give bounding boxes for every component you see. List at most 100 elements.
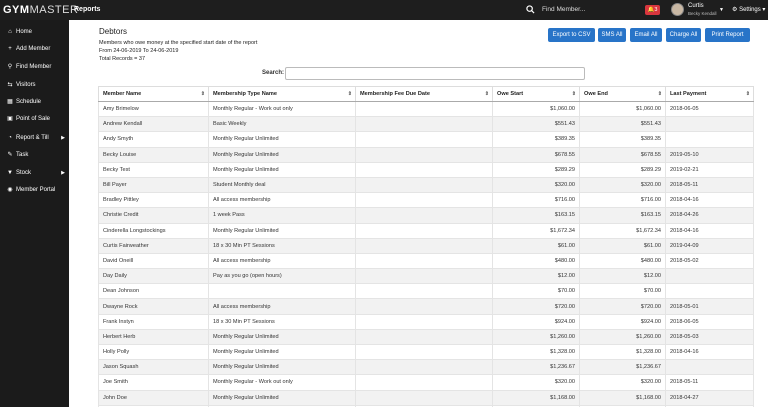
table-row[interactable]: Frank Instyn 18 x 30 Min PT Sessions $924.… [98, 313, 754, 330]
table-cell: $924.00 [492, 313, 580, 330]
table-row[interactable]: Amy Brimelow Monthly Regular - Work out o… [98, 100, 754, 118]
table-cell: $70.00 [492, 283, 580, 300]
print-report-button[interactable]: Print Report [705, 28, 750, 42]
sms-all-button[interactable]: SMS All [598, 28, 626, 42]
sidebar-item-stock[interactable]: ▼ Stock ▶ [0, 165, 69, 182]
chevron-down-icon[interactable]: ▼ [719, 7, 724, 13]
table-cell: 18 x 30 Min PT Sessions [208, 313, 356, 330]
charge-all-button[interactable]: Charge All [666, 28, 701, 42]
table-cell: $1,168.00 [492, 389, 580, 406]
table-row[interactable]: Andy Smyth Monthly Regular Unlimited $389.… [98, 131, 754, 148]
page-title: Debtors [99, 27, 128, 36]
sidebar-item-point-of-sale[interactable]: ▣ Point of Sale [0, 111, 69, 128]
table-row[interactable]: Bill Payer Student Monthly deal $320.00 $32… [98, 176, 754, 194]
chevron-down-icon: ▾ [762, 7, 766, 13]
table-search-input[interactable] [285, 67, 585, 80]
sidebar-item-home[interactable]: ⌂ Home [0, 24, 69, 41]
find-member-icon: ⚲ [7, 64, 13, 70]
user-club: Becky Kendall [688, 11, 717, 16]
table-cell [355, 176, 493, 194]
table-cell: $289.29 [579, 161, 666, 178]
search-icon[interactable] [526, 5, 535, 14]
table-cell: $720.00 [579, 298, 666, 315]
avatar[interactable] [671, 3, 684, 16]
table-cell: Holly Polly [98, 343, 209, 361]
report-description: Members who owe money at the specified s… [99, 40, 258, 46]
table-cell: Amy Brimelow [98, 100, 209, 118]
column-header[interactable]: Membership Type Name ⇕ [208, 86, 356, 102]
sort-icon: ⇕ [657, 91, 662, 97]
table-row[interactable]: Dean Johnson $70.00 $70.00 [98, 283, 754, 300]
table-row[interactable]: Curtis Fairweather 18 x 30 Min PT Session… [98, 237, 754, 254]
sidebar-item-report-till[interactable]: ◔ Report & Till ▶ [0, 130, 69, 147]
sidebar-item-member-portal[interactable]: ◉ Member Portal [0, 182, 69, 199]
table-cell: Becky Test [98, 161, 209, 178]
member-portal-icon: ◉ [7, 187, 13, 193]
table-cell: 2018-05-01 [665, 298, 754, 315]
column-header[interactable]: Membership Fee Due Date ⇕ [355, 86, 493, 102]
notification-badge[interactable]: 🔔3 [645, 5, 660, 15]
export-csv-button[interactable]: Export to CSV [548, 28, 595, 42]
table-cell: Jason Squash [98, 359, 209, 376]
email-all-button[interactable]: Email All [630, 28, 662, 42]
table-row[interactable]: Christie Credit 1 week Pass $163.15 $163.15… [98, 207, 754, 224]
table-cell [355, 359, 493, 376]
table-cell: Andy Smyth [98, 131, 209, 148]
sidebar-item-task[interactable]: ✎ Task [0, 147, 69, 164]
table-row[interactable]: Day Daily Pay as you go (open hours) $12.0… [98, 268, 754, 285]
find-member-search[interactable]: Find Member... [542, 6, 586, 13]
column-header[interactable]: Owe Start ⇕ [492, 86, 580, 102]
column-header[interactable]: Owe End ⇕ [579, 86, 666, 102]
sidebar: ⌂ Home + Add Member ⚲ Find Member ⇆ Visitors ▦ Sc… [0, 20, 69, 407]
table-row[interactable]: John Johnson4 Classes in every month$54.… [98, 404, 754, 407]
table-cell: All access membership [208, 192, 356, 209]
table-cell: 1 week Pass [208, 207, 356, 224]
sidebar-item-label: Member Portal [16, 187, 56, 193]
table-cell: $678.55 [492, 146, 580, 163]
table-cell: $320.00 [579, 176, 666, 194]
sidebar-item-schedule[interactable]: ▦ Schedule [0, 94, 69, 111]
settings-menu[interactable]: ⚙ Settings ▾ [732, 7, 766, 13]
column-header[interactable]: Member Name ⇕ [98, 86, 209, 102]
table-row[interactable]: David Oneill All access membership $480.00… [98, 252, 754, 270]
table-cell: 2018-05-11 [665, 176, 754, 194]
table-cell: $1,328.00 [492, 343, 580, 361]
sidebar-item-visitors[interactable]: ⇆ Visitors [0, 77, 69, 94]
sidebar-item-find-member[interactable]: ⚲ Find Member [0, 59, 69, 76]
gymmaster-logo[interactable]: GYMMASTER [3, 4, 79, 16]
table-row[interactable]: John Doe Monthly Regular Unlimited $1,168.… [98, 389, 754, 406]
table-cell: Monthly Regular - Work out only [208, 100, 356, 118]
user-name[interactable]: Curtis [688, 3, 704, 9]
sidebar-item-label: Visitors [16, 82, 36, 88]
table-cell: Monthly Regular Unlimited [208, 131, 356, 148]
column-header[interactable]: Last Payment ⇕ [665, 86, 754, 102]
table-row[interactable]: Cinderella Longstockings Monthly Regular … [98, 222, 754, 239]
table-cell: $1,060.00 [492, 100, 580, 118]
table-cell: $1,168.00 [579, 389, 666, 406]
table-row[interactable]: Jason Squash Monthly Regular Unlimited $1,… [98, 359, 754, 376]
table-cell [665, 283, 754, 300]
add-member-icon: + [8, 46, 12, 52]
sidebar-item-label: Stock [16, 170, 32, 176]
total-records: Total Records = 37 [99, 56, 146, 62]
table-row[interactable]: Joe Smith Monthly Regular - Work out only… [98, 374, 754, 391]
table-row[interactable]: Holly Polly Monthly Regular Unlimited $1,3… [98, 343, 754, 361]
sort-icon: ⇕ [347, 91, 352, 97]
table-cell: $289.29 [492, 161, 580, 178]
table-cell: $720.00 [492, 298, 580, 315]
table-row[interactable]: Becky Test Monthly Regular Unlimited $289.… [98, 161, 754, 178]
table-cell: $163.15 [579, 207, 666, 224]
visitors-icon: ⇆ [7, 82, 13, 88]
table-cell: $1,236.67 [579, 359, 666, 376]
sidebar-item-add-member[interactable]: + Add Member [0, 41, 69, 58]
sidebar-item-label: Report & Till [16, 135, 49, 141]
table-row[interactable]: Herbert Herb Monthly Regular Unlimited $1,… [98, 328, 754, 346]
table-cell: $1,236.67 [492, 359, 580, 376]
table-row[interactable]: Dwayne Rock All access membership $720.00 $… [98, 298, 754, 315]
table-cell [355, 298, 493, 315]
table-row[interactable]: Andrew Kendall Basic Weekly $551.43 $551.43 [98, 116, 754, 133]
table-row[interactable]: Becky Louise Monthly Regular Unlimited $67… [98, 146, 754, 163]
table-row[interactable]: Bradley Pittley All access membership $716… [98, 192, 754, 209]
sidebar-item-label: Home [16, 29, 33, 35]
table-cell: 2018-05-03 [665, 328, 754, 346]
